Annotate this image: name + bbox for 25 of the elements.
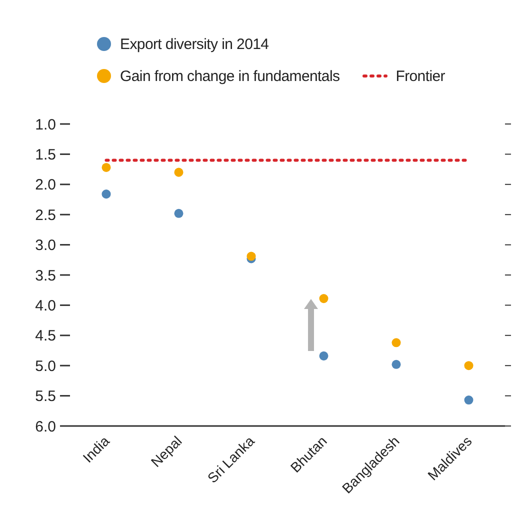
point (464, 396, 474, 405)
legend-label: Gain from change in fundamentals (120, 68, 340, 84)
y-tick-label: 5.0 (35, 358, 56, 375)
point (174, 208, 184, 218)
point (319, 351, 328, 360)
point (464, 361, 474, 370)
point (246, 252, 256, 261)
y-tick-label: 3.0 (35, 237, 56, 254)
y-tick-label: 1.0 (35, 116, 56, 134)
y-tick-label: 4.5 (35, 328, 56, 345)
point (319, 294, 328, 304)
legend-label: Frontier (396, 68, 445, 84)
point (102, 190, 111, 199)
y-tick-label: 4.0 (35, 298, 56, 315)
y-tick-label: 2.0 (35, 176, 56, 194)
point (392, 360, 401, 369)
y-tick-label: 3.5 (35, 267, 56, 284)
point (102, 162, 111, 172)
y-tick-label: 2.5 (35, 206, 56, 224)
y-tick-label: 5.5 (35, 388, 56, 406)
y-tick-label: 6.0 (35, 418, 56, 436)
point (392, 338, 401, 348)
point (174, 168, 184, 177)
y-tick-label: 1.5 (35, 146, 56, 164)
legend-label: Export diversity in 2014 (120, 36, 269, 52)
